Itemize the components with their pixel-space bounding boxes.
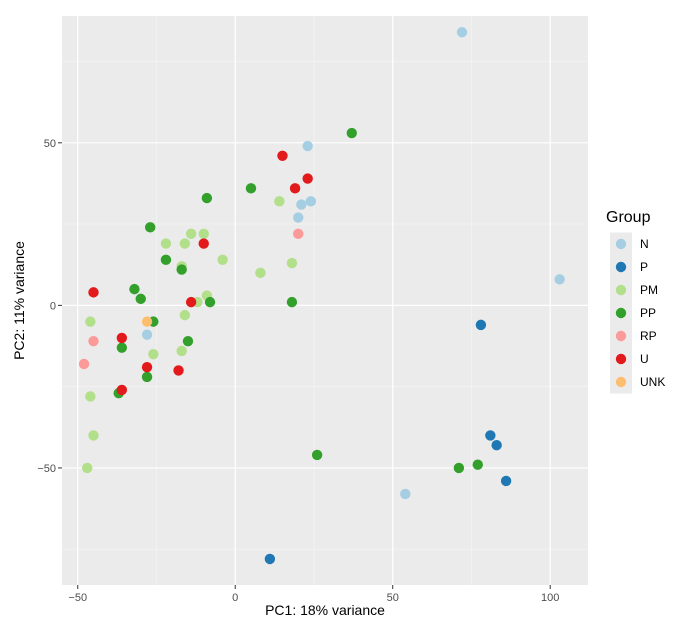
legend-label-u: U	[640, 352, 649, 366]
legend-label-unk: UNK	[640, 375, 665, 389]
point-pp	[286, 296, 298, 308]
point-pp	[453, 462, 465, 474]
x-tick-label: 50	[387, 592, 399, 604]
plot-panel	[62, 16, 588, 585]
point-u	[116, 332, 128, 344]
point-pm	[217, 254, 228, 266]
point-pm	[274, 196, 285, 207]
point-pp	[182, 335, 194, 347]
point-pm	[160, 238, 172, 249]
point-pm	[88, 430, 99, 441]
point-n	[141, 329, 153, 340]
point-pm	[179, 238, 191, 249]
point-pm	[81, 462, 93, 474]
x-axis: −50 0 50 100	[68, 585, 559, 604]
point-pm	[179, 309, 191, 321]
x-tick-label: 100	[541, 592, 559, 604]
point-pp	[141, 371, 153, 383]
point-u	[173, 365, 184, 376]
point-pp	[311, 449, 323, 461]
y-axis-title: PC2: 11% variance	[11, 241, 27, 360]
point-pp	[201, 192, 213, 204]
legend-key-n	[615, 238, 627, 250]
point-u	[185, 296, 197, 308]
point-pm	[286, 257, 298, 269]
grid-minor	[62, 16, 588, 585]
point-pp	[204, 296, 216, 308]
data-points	[78, 27, 565, 565]
point-n	[554, 274, 565, 285]
y-tick-label: −50	[37, 463, 56, 475]
point-pp	[346, 127, 357, 139]
point-pm	[148, 348, 159, 360]
point-pm	[176, 345, 187, 357]
legend-label-pp: PP	[640, 306, 656, 320]
legend-label-rp: RP	[640, 329, 657, 343]
point-pm	[185, 228, 197, 240]
point-pm	[255, 267, 266, 279]
point-u	[88, 287, 99, 298]
grid-major	[62, 16, 588, 585]
point-n	[296, 199, 307, 210]
point-rp	[293, 228, 304, 240]
point-pm	[85, 316, 96, 327]
point-pp	[472, 459, 483, 470]
legend-key-p	[615, 261, 627, 273]
legend-label-pm: PM	[640, 283, 658, 297]
legend-title: Group	[606, 209, 651, 226]
point-u	[198, 238, 209, 249]
point-pp	[176, 264, 187, 275]
point-p	[491, 439, 502, 451]
legend-label-n: N	[640, 237, 649, 251]
point-u	[302, 173, 313, 184]
point-p	[500, 475, 512, 487]
point-pm	[85, 391, 96, 402]
point-n	[400, 488, 411, 500]
point-rp	[88, 335, 99, 347]
point-u	[141, 361, 153, 373]
y-tick-label: 0	[50, 300, 56, 312]
point-rp	[78, 358, 90, 370]
x-tick-label: −50	[68, 592, 87, 604]
point-pp	[116, 342, 128, 353]
point-u	[289, 183, 301, 194]
legend-key-pp	[615, 307, 627, 319]
point-pp	[129, 283, 140, 295]
point-pp	[144, 222, 156, 233]
legend-items: NP PM PP RP U UNK	[615, 237, 665, 389]
legend: Group NP PM PP RP U UNK	[606, 209, 665, 394]
point-pp	[160, 254, 172, 266]
point-pp	[135, 293, 146, 305]
point-n	[456, 27, 468, 38]
point-pm	[198, 228, 209, 240]
point-p	[264, 553, 276, 565]
point-n	[305, 196, 317, 207]
legend-label-p: P	[640, 260, 648, 274]
x-tick-label: 0	[232, 592, 238, 604]
point-unk	[141, 316, 153, 327]
point-n	[293, 212, 304, 223]
legend-key-pm	[615, 284, 627, 296]
point-u	[277, 150, 288, 162]
legend-key-rp	[615, 330, 627, 342]
legend-key-unk	[615, 376, 627, 388]
y-tick-label: 50	[44, 138, 56, 150]
x-axis-title: PC1: 18% variance	[265, 602, 385, 618]
point-p	[485, 430, 496, 441]
point-pp	[245, 183, 257, 194]
y-axis: −50 0 50	[37, 138, 62, 475]
legend-key-u	[615, 353, 627, 365]
point-u	[116, 384, 128, 396]
point-p	[475, 319, 487, 331]
point-n	[302, 140, 313, 152]
